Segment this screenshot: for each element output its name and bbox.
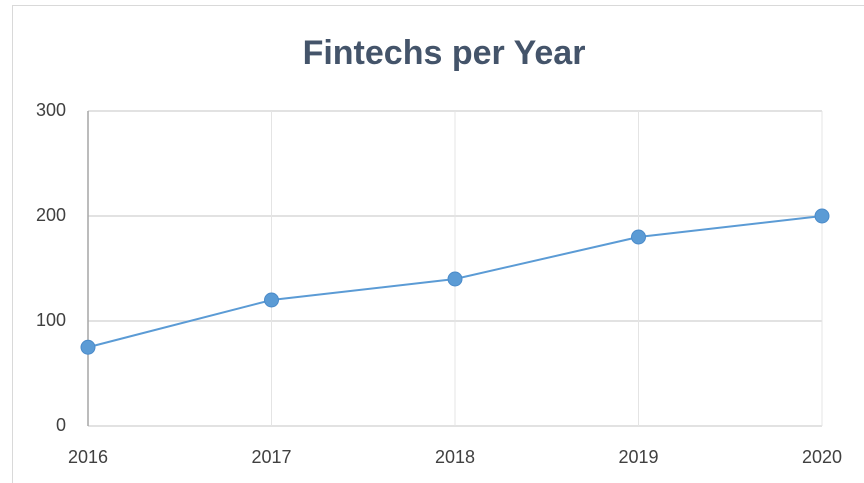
y-tick-label: 200	[36, 205, 66, 225]
data-point	[631, 229, 646, 245]
x-tick-label: 2019	[618, 447, 658, 467]
x-tick-label: 2018	[435, 447, 475, 467]
data-point	[80, 339, 96, 355]
x-tick-label: 2016	[68, 447, 108, 467]
y-tick-label: 300	[36, 100, 66, 120]
x-tick-label: 2020	[802, 447, 842, 467]
data-point	[447, 271, 463, 287]
y-tick-label: 0	[56, 415, 66, 435]
data-point	[814, 208, 830, 224]
y-tick-label: 100	[36, 310, 66, 330]
x-tick-label: 2017	[251, 447, 291, 467]
chart-title: Fintechs per Year	[303, 34, 586, 72]
chart-border	[12, 5, 864, 483]
data-point	[264, 292, 279, 308]
